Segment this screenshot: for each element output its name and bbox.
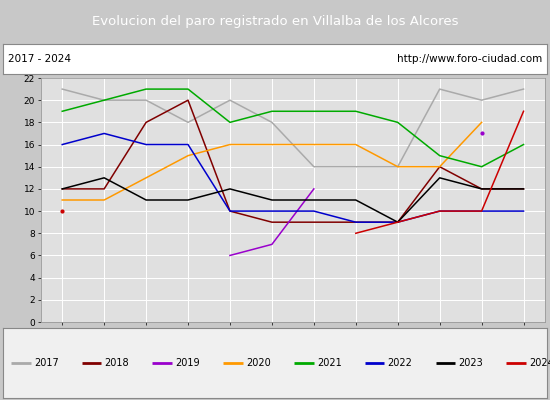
Text: http://www.foro-ciudad.com: http://www.foro-ciudad.com [397, 54, 542, 64]
Text: 2020: 2020 [246, 358, 271, 368]
Text: 2017: 2017 [34, 358, 58, 368]
Text: Evolucion del paro registrado en Villalba de los Alcores: Evolucion del paro registrado en Villalb… [92, 14, 458, 28]
Text: 2023: 2023 [459, 358, 483, 368]
Text: 2017 - 2024: 2017 - 2024 [8, 54, 71, 64]
Text: 2019: 2019 [175, 358, 200, 368]
Text: 2021: 2021 [317, 358, 342, 368]
Text: 2024: 2024 [529, 358, 550, 368]
Text: 2022: 2022 [388, 358, 412, 368]
Text: 2018: 2018 [104, 358, 129, 368]
